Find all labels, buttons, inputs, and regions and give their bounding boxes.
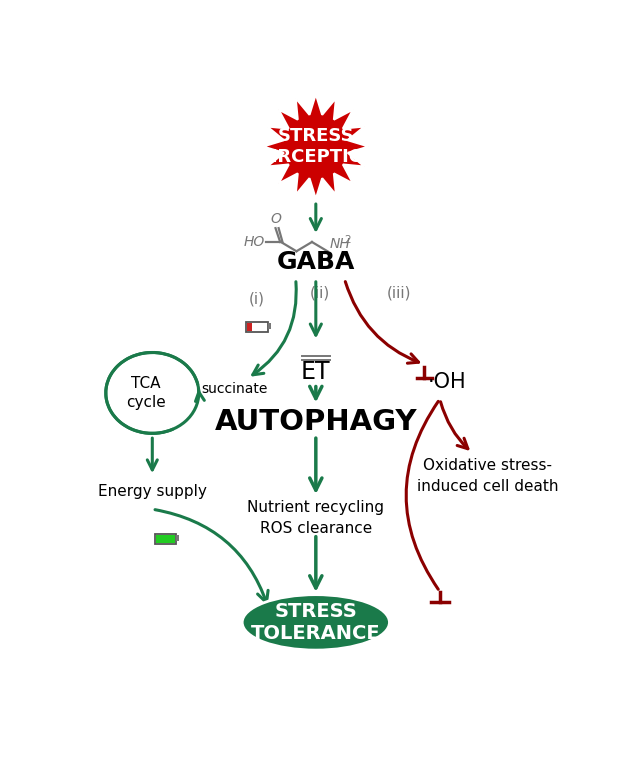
Text: succinate: succinate (201, 382, 268, 396)
Text: Oxidative stress-
induced cell death: Oxidative stress- induced cell death (417, 458, 558, 494)
Text: 2: 2 (344, 235, 351, 245)
Text: STRESS
PERCEPTION: STRESS PERCEPTION (252, 127, 379, 166)
Text: NH: NH (329, 237, 350, 250)
Ellipse shape (242, 594, 389, 650)
Bar (155, 534, 176, 544)
Text: (ii): (ii) (310, 285, 330, 301)
Text: TCA
cycle: TCA cycle (126, 376, 166, 410)
Text: Nutrient recycling
ROS clearance: Nutrient recycling ROS clearance (247, 500, 384, 537)
Polygon shape (263, 94, 368, 199)
Bar (246, 322, 268, 332)
Text: GABA: GABA (276, 250, 355, 274)
Text: (iii): (iii) (386, 285, 411, 301)
Text: ·OH: ·OH (428, 372, 466, 392)
Text: AUTOPHAGY: AUTOPHAGY (215, 408, 417, 436)
Text: Energy supply: Energy supply (98, 484, 207, 499)
Bar (268, 323, 271, 329)
Ellipse shape (106, 352, 199, 433)
Text: O: O (271, 212, 282, 226)
Text: HO: HO (244, 235, 265, 249)
Text: ET: ET (301, 360, 331, 384)
Bar (247, 323, 252, 331)
Text: STRESS
TOLERANCE: STRESS TOLERANCE (251, 602, 381, 643)
Bar (176, 534, 180, 540)
Bar (155, 535, 175, 543)
Text: (i): (i) (249, 291, 265, 307)
